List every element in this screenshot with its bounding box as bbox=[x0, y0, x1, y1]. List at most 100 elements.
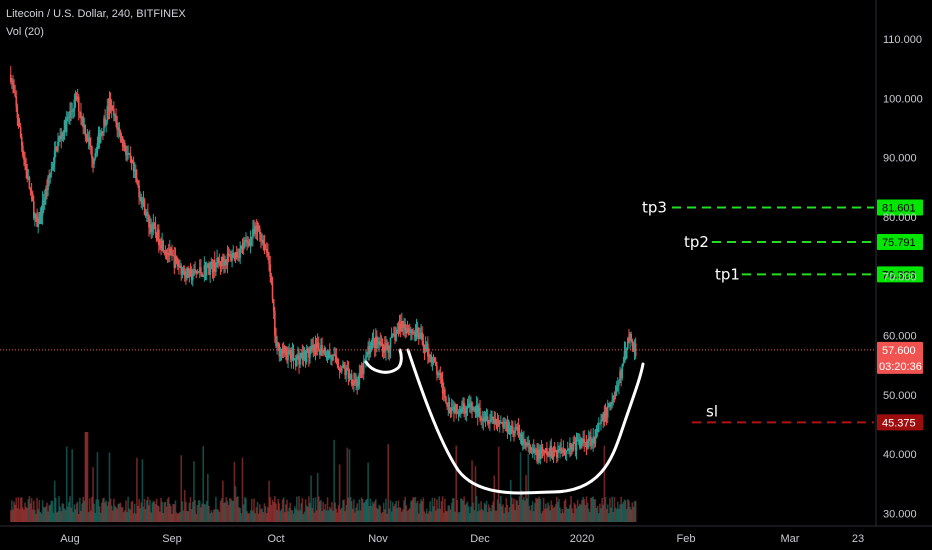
candle-body bbox=[579, 439, 581, 448]
candle-body bbox=[63, 120, 66, 137]
volume-bar bbox=[406, 510, 409, 522]
candle-body bbox=[625, 347, 628, 359]
candle-body bbox=[633, 343, 636, 351]
volume-bar bbox=[538, 496, 541, 522]
volume-bar bbox=[143, 498, 146, 522]
candle-body bbox=[285, 347, 287, 356]
level-label-tp3[interactable]: tp3 bbox=[642, 199, 667, 217]
volume-bar bbox=[478, 503, 480, 522]
candle-body bbox=[382, 345, 385, 353]
price-tick-label: 50.000 bbox=[883, 390, 917, 402]
candle-body bbox=[13, 85, 15, 93]
volume-bar bbox=[355, 507, 357, 522]
volume-bar bbox=[537, 498, 539, 522]
candle-body bbox=[570, 443, 572, 448]
volume-bar bbox=[459, 498, 462, 522]
candle-body bbox=[399, 323, 402, 332]
candle-body bbox=[73, 99, 76, 111]
level-label-tp2[interactable]: tp2 bbox=[684, 233, 709, 251]
candle-body bbox=[316, 342, 319, 348]
candle-body bbox=[216, 257, 218, 268]
candle-body bbox=[577, 439, 580, 442]
volume-bar bbox=[118, 503, 121, 522]
candle-body bbox=[248, 243, 251, 246]
candle-body bbox=[356, 379, 358, 387]
candle-body bbox=[486, 416, 489, 423]
small-cup-curve[interactable] bbox=[364, 348, 403, 374]
candle-body bbox=[341, 367, 343, 372]
time-axis[interactable]: Aug Sep Oct Nov Dec 2020 Feb Mar 23 bbox=[0, 525, 932, 545]
candle-body bbox=[497, 419, 500, 425]
volume-bar bbox=[634, 500, 637, 522]
candle-body bbox=[119, 130, 122, 140]
candle-body bbox=[628, 338, 630, 341]
candle-body bbox=[519, 434, 522, 436]
volume-bar bbox=[41, 500, 44, 522]
candle-body bbox=[469, 403, 471, 408]
volume-bar bbox=[280, 509, 283, 522]
volume-bar bbox=[487, 504, 490, 522]
volume-bar bbox=[257, 513, 260, 522]
candle-body bbox=[482, 418, 485, 421]
volume-bar bbox=[98, 506, 101, 522]
volume-bar bbox=[593, 499, 596, 522]
candle-body bbox=[506, 423, 509, 433]
candle-body bbox=[90, 145, 92, 147]
volume-bar bbox=[99, 512, 102, 522]
volume-bar bbox=[125, 500, 127, 522]
volume-bar bbox=[336, 512, 339, 522]
volume-bar bbox=[568, 508, 570, 522]
volume-bar bbox=[171, 513, 173, 522]
candle-body bbox=[178, 266, 180, 268]
large-cup-curve[interactable] bbox=[406, 348, 645, 495]
drawings[interactable] bbox=[364, 348, 645, 495]
candle-body bbox=[106, 106, 109, 122]
volume-bar bbox=[405, 505, 408, 522]
volume-bar bbox=[141, 459, 144, 522]
candle-body bbox=[358, 372, 361, 385]
volume-bar bbox=[267, 507, 269, 522]
candle-body bbox=[381, 343, 384, 353]
candle-body bbox=[387, 345, 389, 353]
candle-body bbox=[606, 406, 609, 418]
volume-bar bbox=[489, 507, 491, 522]
candle-body bbox=[615, 386, 618, 393]
volume-bar bbox=[148, 505, 150, 522]
candle-body bbox=[256, 225, 259, 232]
candle-body bbox=[554, 450, 557, 452]
volume-bar bbox=[438, 496, 440, 522]
volume-bar bbox=[250, 498, 253, 522]
volume-bar bbox=[315, 510, 318, 522]
price-axis[interactable]: 110.000 100.000 90.000 80.000 70.000 60.000 50… bbox=[875, 0, 923, 526]
last-price-value: 57.600 bbox=[882, 345, 916, 357]
candle-body bbox=[298, 355, 300, 365]
candle-body bbox=[563, 449, 566, 454]
candle-body bbox=[576, 439, 579, 442]
volume-bar bbox=[106, 505, 109, 522]
volume-bar bbox=[334, 502, 337, 522]
level-lines[interactable]: tp3 81.601 tp2 75.791 tp1 70.323 sl 45.375 57.60… bbox=[0, 199, 923, 431]
candle-body bbox=[489, 420, 491, 424]
candle-body bbox=[609, 403, 611, 407]
candle-body bbox=[68, 116, 70, 118]
level-label-tp1[interactable]: tp1 bbox=[715, 265, 740, 283]
candle-body bbox=[391, 333, 394, 336]
candle-body bbox=[333, 354, 335, 356]
volume-bar bbox=[151, 502, 154, 522]
volume-bar bbox=[129, 509, 132, 522]
volume-bar bbox=[435, 510, 437, 522]
candle-body bbox=[172, 254, 174, 256]
volume-bar bbox=[208, 505, 210, 522]
candle-body bbox=[390, 335, 393, 338]
candle-body bbox=[505, 421, 508, 424]
candle-body bbox=[104, 118, 106, 126]
candle-body bbox=[241, 245, 244, 250]
volume-bar bbox=[412, 497, 414, 522]
candle-body bbox=[48, 176, 50, 178]
volume-bar bbox=[149, 499, 151, 522]
level-label-sl[interactable]: sl bbox=[706, 402, 718, 420]
volume-bar bbox=[479, 510, 481, 522]
candle-body bbox=[9, 74, 12, 82]
candle-body bbox=[458, 412, 461, 414]
